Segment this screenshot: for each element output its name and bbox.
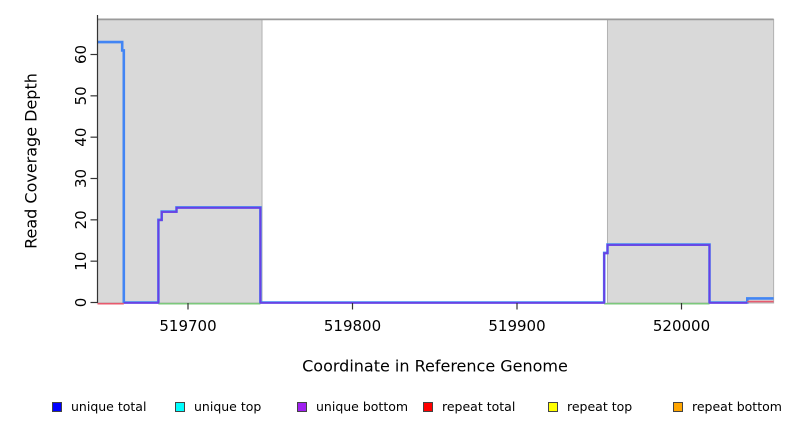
legend-item-repeat-bottom: repeat bottom [673,399,782,414]
legend-item-unique-total: unique total [52,399,146,414]
plot-area: 0 10 20 30 40 50 60 519700 519800 519900 520000 [72,15,775,335]
repeat-region-shade [606,18,775,304]
legend-label: unique bottom [316,399,409,414]
y-tick-label: 30 [72,169,90,188]
x-tick-label: 520000 [653,317,710,335]
legend-swatch-icon [175,401,185,412]
y-tick-label: 0 [72,298,90,308]
coverage-line-unique-bottom [123,206,748,304]
legend-item-repeat-total: repeat total [423,399,515,414]
legend-swatch-icon [673,401,683,412]
y-axis-title: Read Coverage Depth [21,73,41,249]
legend-label: repeat bottom [692,399,782,414]
y-tick-label: 60 [72,45,90,64]
legend-swatch-icon [52,401,62,412]
legend-swatch-icon [297,401,307,412]
x-axis-title: Coordinate in Reference Genome [302,356,568,376]
y-tick-label: 10 [72,252,90,271]
legend-item-unique-bottom: unique bottom [297,399,408,414]
y-tick-label: 50 [72,86,90,105]
legend-label: unique top [194,399,262,414]
legend-item-repeat-top: repeat top [548,399,632,414]
legend-label: repeat top [567,399,633,414]
x-tick-label: 519900 [488,317,545,335]
legend-label: unique total [71,399,147,414]
x-tick-label: 519800 [324,317,381,335]
y-tick-label: 20 [72,210,90,229]
legend-item-unique-top: unique top [175,399,261,414]
legend: unique total unique top unique bottom repea… [0,399,792,421]
legend-label: repeat total [442,399,516,414]
legend-swatch-icon [423,401,433,412]
legend-swatch-icon [548,401,558,412]
repeat-region-shade [97,18,263,304]
x-tick-label: 519700 [159,317,216,335]
y-tick-label: 40 [72,128,90,147]
